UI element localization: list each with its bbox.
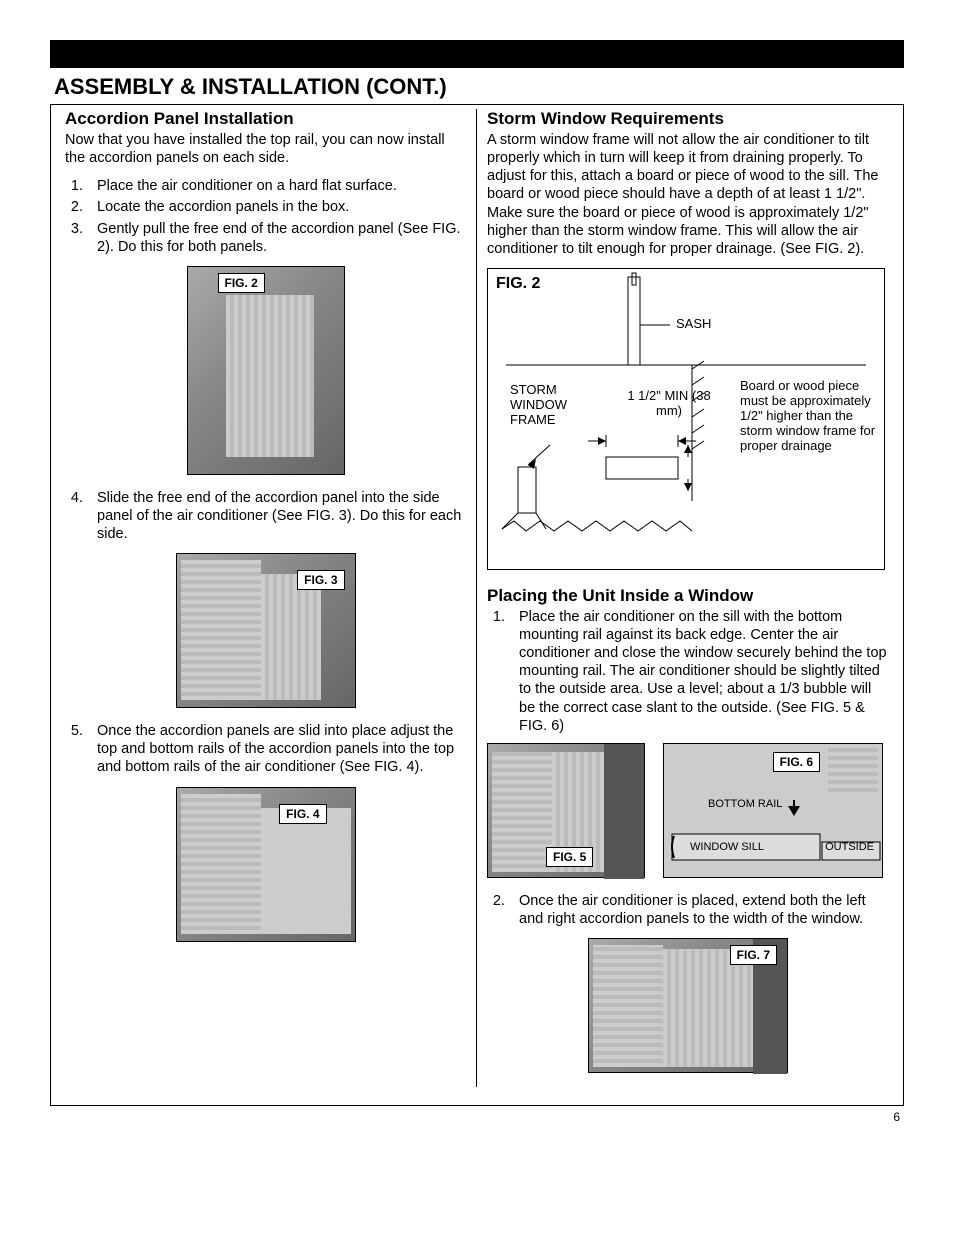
fig7-image: FIG. 7 (588, 938, 788, 1073)
fig56-row: FIG. 5 FIG. 6 BOTTOM RAIL WINDOW SILL OU… (487, 743, 889, 878)
fig3-wrap: FIG. 3 (65, 553, 466, 708)
accordion-intro: Now that you have installed the top rail… (65, 131, 466, 167)
fig5-ac (492, 752, 552, 872)
fig5-frame (604, 744, 644, 879)
accordion-step-5: Once the accordion panels are slid into … (65, 722, 466, 776)
step-2: Locate the accordion panels in the box. (87, 198, 466, 216)
placing-title: Placing the Unit Inside a Window (487, 586, 889, 606)
placing-2: Once the air conditioner is placed, exte… (509, 892, 889, 928)
fig6-window-sill: WINDOW SILL (690, 841, 764, 853)
content-frame: Accordion Panel Installation Now that yo… (50, 104, 904, 1106)
fig2-diagram: FIG. 2 (487, 268, 885, 570)
left-column: Accordion Panel Installation Now that yo… (59, 109, 477, 1087)
step-1: Place the air conditioner on a hard flat… (87, 177, 466, 195)
fig7-wrap: FIG. 7 (487, 938, 889, 1073)
fig7-accordion (663, 949, 753, 1067)
accordion-step-4: Slide the free end of the accordion pane… (65, 489, 466, 543)
fig7-ac (593, 945, 663, 1067)
page-title: ASSEMBLY & INSTALLATION (CONT.) (50, 74, 904, 100)
fig2-image: FIG. 2 (187, 266, 345, 475)
diag-min: 1 1/2" MIN (38 mm) (624, 389, 714, 419)
diag-sash: SASH (676, 317, 711, 332)
storm-title: Storm Window Requirements (487, 109, 889, 129)
fig6-svg (664, 744, 884, 879)
placing-step-2: Once the air conditioner is placed, exte… (487, 892, 889, 928)
fig4-label: FIG. 4 (279, 804, 326, 824)
fig3-label: FIG. 3 (297, 570, 344, 590)
page-number: 6 (50, 1110, 904, 1124)
placing-1: Place the air conditioner on the sill wi… (509, 608, 889, 735)
fig2-accordion (226, 295, 314, 457)
diag-storm: STORM WINDOW FRAME (510, 383, 590, 428)
fig6-image: FIG. 6 BOTTOM RAIL WINDOW SILL OUTSIDE (663, 743, 883, 878)
step-5: Once the accordion panels are slid into … (87, 722, 466, 776)
fig5-image: FIG. 5 (487, 743, 645, 878)
fig3-ac (181, 560, 261, 700)
fig4-image: FIG. 4 (176, 787, 356, 942)
right-column: Storm Window Requirements A storm window… (477, 109, 895, 1087)
fig4-panel (261, 808, 351, 934)
fig3-accordion (261, 574, 321, 700)
step-3: Gently pull the free end of the accordio… (87, 220, 466, 256)
fig5-label: FIG. 5 (546, 847, 593, 867)
fig3-image: FIG. 3 (176, 553, 356, 708)
diag-note: Board or wood piece must be approximatel… (740, 379, 876, 454)
fig4-ac (181, 794, 261, 934)
accordion-steps-1-3: Place the air conditioner on a hard flat… (65, 177, 466, 256)
fig7-label: FIG. 7 (730, 945, 777, 965)
storm-body: A storm window frame will not allow the … (487, 131, 889, 258)
placing-step-1: Place the air conditioner on the sill wi… (487, 608, 889, 735)
fig2-wrap: FIG. 2 (65, 266, 466, 475)
accordion-title: Accordion Panel Installation (65, 109, 466, 129)
header-black-bar (50, 40, 904, 68)
fig2-label: FIG. 2 (218, 273, 265, 293)
step-4: Slide the free end of the accordion pane… (87, 489, 466, 543)
fig6-outside: OUTSIDE (825, 841, 874, 853)
fig4-wrap: FIG. 4 (65, 787, 466, 942)
